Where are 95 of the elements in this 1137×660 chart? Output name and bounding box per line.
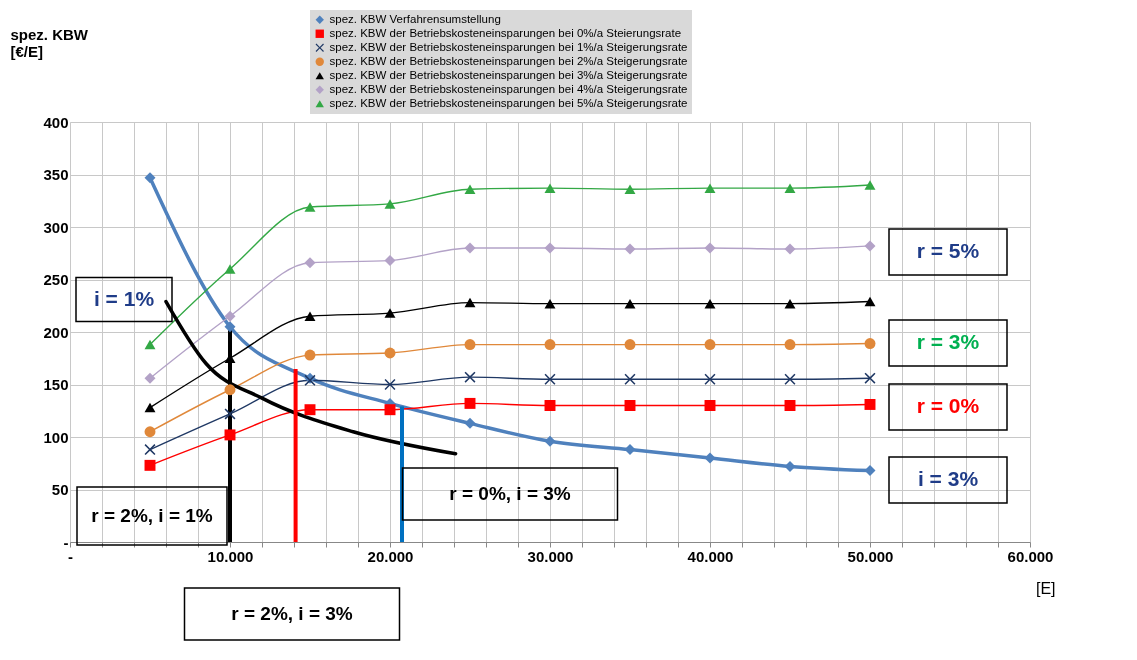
point — [864, 180, 876, 190]
x-tick-label: 50.000 — [847, 547, 894, 565]
point — [624, 339, 636, 351]
point — [704, 400, 716, 411]
y-tick-label: 400 — [43, 113, 69, 131]
annotation: r = 5% — [916, 239, 980, 262]
point — [624, 373, 636, 385]
point — [384, 347, 396, 359]
legend-label: spez. KBW der Betriebskosteneinsparungen bei 1%/a Steigerungsrate — [329, 40, 688, 53]
point — [144, 426, 156, 438]
point — [624, 243, 636, 255]
point — [704, 452, 716, 464]
y-tick-label: 150 — [43, 376, 69, 393]
x-tick-label: 60.000 — [1007, 547, 1054, 565]
point — [144, 172, 156, 184]
point — [784, 243, 796, 255]
y-tick-label: 350 — [43, 166, 69, 183]
x-tick-label: 40.000 — [687, 547, 734, 565]
point — [224, 310, 236, 322]
annotation: r = 0%, i = 3% — [449, 483, 571, 504]
point — [864, 240, 876, 252]
point — [464, 417, 476, 429]
point — [704, 242, 716, 254]
point — [224, 408, 236, 420]
point — [624, 184, 636, 194]
point — [544, 400, 556, 411]
point — [464, 397, 476, 409]
legend-label: spez. KBW der Betriebskosteneinsparungen bei 4%/a Steigerungsrate — [329, 82, 688, 95]
x-axis-title: [E] — [1035, 579, 1056, 597]
legend-label: spez. KBW der Betriebskosteneinsparungen bei 0%/a Steierungsrate — [329, 26, 682, 39]
series-label: i = 1% — [93, 286, 155, 310]
annotation: r = 2%, i = 1% — [91, 505, 213, 526]
point — [224, 429, 236, 441]
y-tick-label: 300 — [43, 218, 69, 236]
point — [224, 264, 236, 274]
point — [864, 296, 876, 307]
legend-label: spez. KBW der Betriebskosteneinsparungen bei 3%/a Steigerungsrate — [329, 68, 688, 81]
point — [304, 257, 316, 269]
annotation: r = 0% — [916, 394, 980, 417]
point — [544, 339, 556, 351]
point — [304, 202, 316, 212]
point — [384, 404, 396, 416]
point — [784, 339, 796, 351]
y-tick-label: 100 — [43, 428, 69, 446]
point — [464, 339, 476, 351]
point — [304, 311, 316, 321]
text: r = 2%, i = 3% — [231, 603, 353, 624]
point — [784, 298, 796, 309]
x-tick-label: 10.000 — [207, 547, 254, 565]
point — [224, 384, 236, 396]
point — [624, 298, 636, 309]
point — [384, 255, 396, 267]
point — [784, 373, 796, 385]
point — [144, 459, 156, 471]
y-tick-label: 50 — [51, 481, 69, 498]
point — [384, 199, 396, 209]
point — [864, 338, 876, 350]
point — [304, 349, 316, 361]
point — [544, 242, 556, 254]
point — [544, 435, 556, 447]
y-tick-label: - — [63, 533, 69, 551]
y-tick-label: 250 — [43, 271, 69, 288]
point — [464, 371, 476, 383]
point — [544, 298, 556, 309]
point — [624, 400, 636, 411]
point — [544, 183, 556, 193]
point — [144, 444, 156, 456]
point — [864, 372, 876, 384]
annotation: i = 3% — [917, 467, 979, 490]
y-tick-label: 200 — [43, 323, 69, 341]
point — [464, 242, 476, 254]
legend-label: spez. KBW der Betriebskosteneinsparungen bei 2%/a Steigerungsrate — [329, 54, 688, 67]
annotation: r = 3% — [916, 330, 980, 353]
point — [144, 372, 156, 384]
x-tick-label: 30.000 — [527, 547, 574, 565]
point — [784, 400, 796, 411]
point — [224, 321, 236, 333]
x-tick-label: 20.000 — [367, 547, 414, 565]
point — [544, 373, 556, 385]
point — [864, 398, 876, 410]
point — [784, 183, 796, 193]
point — [704, 298, 716, 309]
point — [464, 297, 476, 308]
point — [144, 339, 156, 350]
legend-label: spez. KBW Verfahrensumstellung — [329, 12, 501, 25]
legend-label: spez. KBW der Betriebskosteneinsparungen bei 5%/a Steigerungsrate — [329, 96, 688, 109]
point — [384, 379, 396, 390]
y-axis-title: spez. KBW [€/E] — [10, 25, 89, 60]
point — [704, 373, 716, 385]
point — [464, 184, 476, 194]
point — [304, 404, 316, 416]
point — [384, 308, 396, 318]
point — [704, 183, 716, 193]
point — [704, 339, 716, 351]
point — [144, 402, 156, 413]
